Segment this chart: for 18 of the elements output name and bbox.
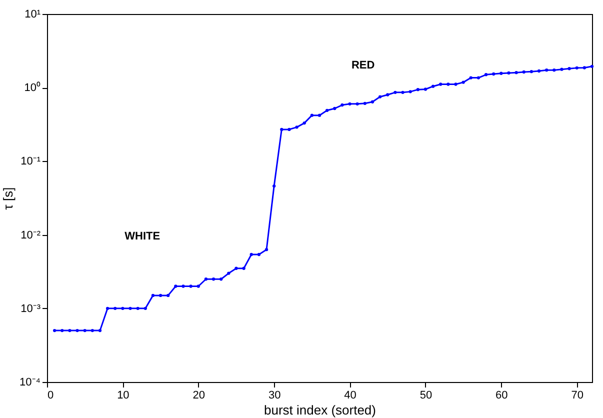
y-tick-label: 10¹	[24, 8, 41, 20]
x-tick-label: 0	[48, 390, 54, 402]
x-tick-label: 50	[420, 390, 432, 402]
x-tick-label: 70	[571, 390, 584, 402]
x-tick-label: 10	[117, 390, 130, 402]
x-tick-label: 60	[496, 390, 508, 402]
x-tick-label: 40	[344, 390, 356, 402]
y-tick-label: 10⁰	[24, 81, 40, 94]
y-tick-label: 10⁻¹	[20, 156, 41, 168]
x-tick-label: 30	[268, 390, 281, 402]
y-tick-label: 10⁻²	[20, 229, 41, 242]
annotation: WHITE	[124, 230, 160, 243]
y-tick-label: 10⁻⁴	[20, 376, 41, 388]
x-axis-title: burst index (sorted)	[264, 402, 376, 418]
y-tick-label: 10⁻³	[20, 302, 41, 315]
x-tick-label: 20	[192, 390, 206, 402]
annotation: RED	[351, 60, 375, 72]
y-axis-title: τ [s]	[0, 187, 16, 210]
